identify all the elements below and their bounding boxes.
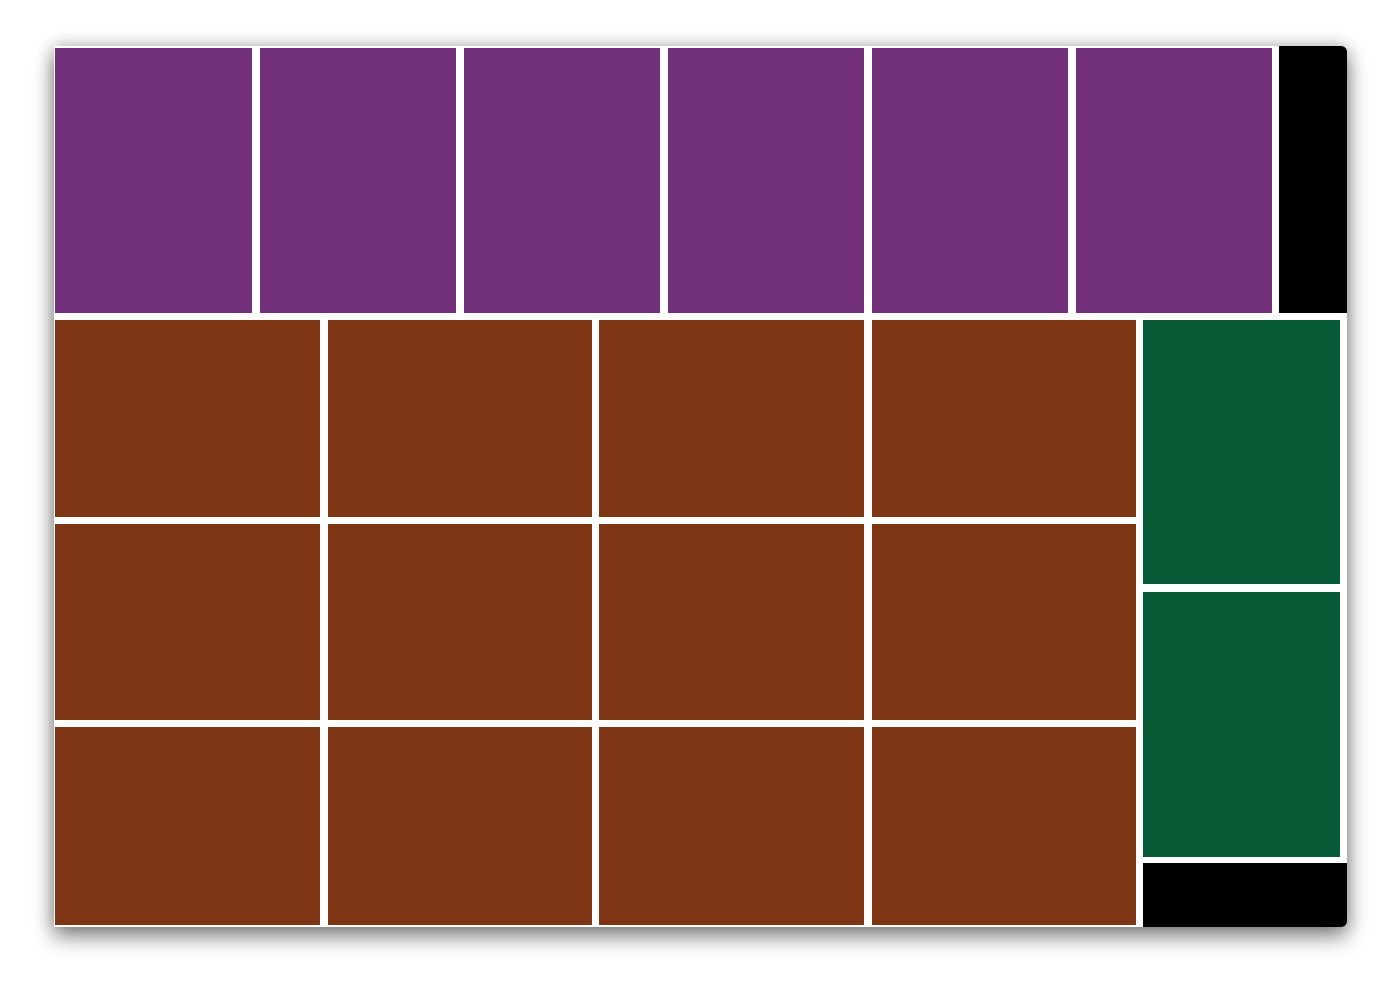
brown-tile-r1-c1 (55, 320, 320, 517)
black-block-bottom-right (1143, 863, 1347, 927)
brown-tile-r2-c2 (328, 524, 592, 720)
brown-tile-r1-c2 (328, 320, 592, 517)
brown-tile-r2-c4 (872, 524, 1136, 720)
brown-tile-r3-c1 (55, 727, 320, 925)
tile-grid-window (54, 46, 1347, 927)
brown-tile-r2-c3 (599, 524, 864, 720)
black-block-top-right (1279, 46, 1347, 313)
purple-tile-5 (872, 48, 1068, 313)
brown-tile-r3-c4 (872, 727, 1136, 925)
green-tile-1 (1143, 320, 1340, 584)
brown-tile-r1-c4 (872, 320, 1136, 517)
purple-tile-2 (260, 48, 456, 313)
brown-tile-r1-c3 (599, 320, 864, 517)
brown-tile-r3-c3 (599, 727, 864, 925)
green-tile-2 (1143, 592, 1340, 857)
purple-tile-1 (55, 48, 252, 313)
brown-tile-r3-c2 (328, 727, 592, 925)
purple-tile-4 (668, 48, 864, 313)
brown-tile-r2-c1 (55, 524, 320, 720)
purple-tile-3 (464, 48, 660, 313)
purple-tile-6 (1076, 48, 1272, 313)
